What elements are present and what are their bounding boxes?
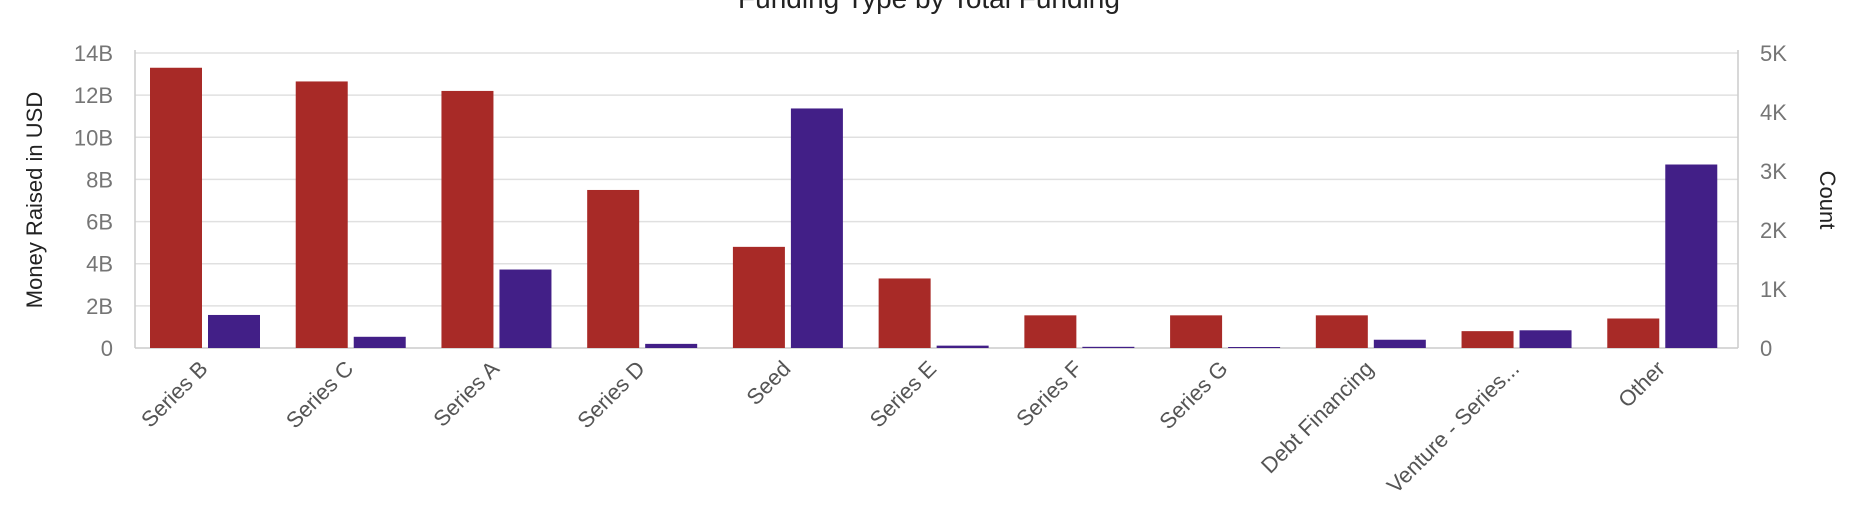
right-tick-label: 3K [1760, 159, 1787, 184]
chart-title: Funding Type by Total Funding [738, 0, 1120, 14]
category-label: Series D [572, 356, 649, 433]
count-bar [790, 108, 843, 349]
count-bar [1519, 330, 1572, 348]
left-axis-title: Money Raised in USD [22, 92, 47, 308]
count-bar [1373, 339, 1426, 348]
left-tick-label: 6B [86, 210, 113, 235]
right-tick-label: 1K [1760, 277, 1787, 302]
count-bar [1228, 347, 1281, 348]
left-tick-label: 14B [74, 41, 113, 66]
category-label: Series B [136, 356, 212, 432]
right-tick-label: 5K [1760, 41, 1787, 66]
money-bar [1315, 315, 1368, 348]
right-axis-ticks: 0 1K 2K 3K 4K 5K [1760, 41, 1787, 361]
left-tick-label: 2B [86, 294, 113, 319]
right-tick-label: 0 [1760, 336, 1772, 361]
count-bar [1665, 164, 1718, 348]
money-bar [1607, 318, 1660, 348]
category-label: Seed [741, 356, 795, 410]
count-bar [353, 336, 406, 348]
money-bar [587, 189, 640, 348]
right-tick-label: 4K [1760, 100, 1787, 125]
money-bar [441, 90, 494, 348]
count-bar [936, 345, 989, 348]
category-label: Series C [281, 356, 358, 433]
left-axis-ticks: 0 2B 4B 6B 8B 10B 12B 14B [74, 41, 113, 361]
money-bar [150, 67, 202, 348]
count-bar [208, 314, 260, 348]
left-tick-label: 12B [74, 83, 113, 108]
count-bar [645, 343, 698, 348]
money-bar [732, 246, 785, 348]
left-tick-label: 4B [86, 252, 113, 277]
gridlines [134, 50, 1739, 349]
category-label: Series G [1154, 356, 1232, 434]
left-tick-label: 10B [74, 125, 113, 150]
count-bar [1082, 346, 1135, 348]
money-bar [878, 278, 931, 348]
money-bar [1170, 315, 1223, 348]
bars [150, 67, 1718, 349]
category-label: Series A [428, 356, 504, 432]
category-label: Debt Financing [1256, 356, 1378, 478]
money-bar [1024, 315, 1077, 348]
left-tick-label: 8B [86, 167, 113, 192]
money-bar [295, 81, 348, 349]
left-tick-label: 0 [101, 336, 113, 361]
money-bar [1461, 331, 1514, 348]
right-tick-label: 2K [1760, 218, 1787, 243]
category-label: Other [1613, 356, 1670, 413]
count-bar [499, 269, 552, 348]
category-labels: Series B Series C Series A Series D Seed Seri… [136, 356, 1670, 498]
category-label: Series F [1011, 356, 1087, 432]
category-label: Series E [865, 356, 941, 432]
category-label: Venture - Series... [1382, 356, 1524, 498]
right-axis-title: Count [1815, 171, 1840, 230]
